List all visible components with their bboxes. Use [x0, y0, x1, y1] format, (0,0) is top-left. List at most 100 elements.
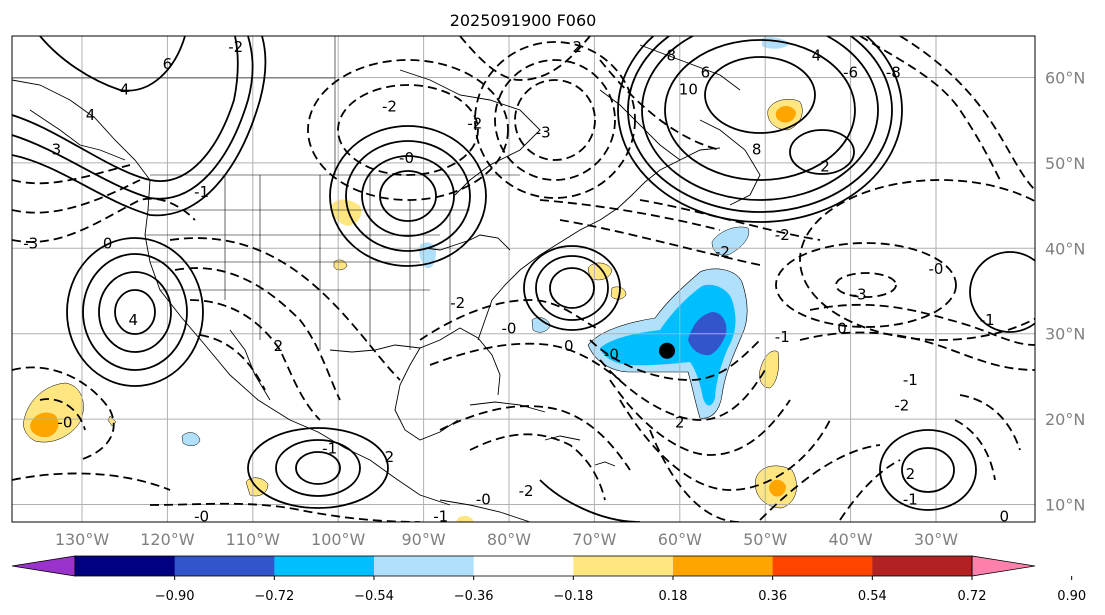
contour-label: -0: [502, 320, 517, 338]
colorbar-tick-label: −0.36: [454, 589, 494, 604]
contour-label: 2: [274, 337, 284, 355]
colorbar-tick-label: −0.54: [354, 589, 394, 604]
longitude-label: 120°W: [140, 530, 195, 549]
contour-label: -1: [903, 491, 918, 509]
contour-label: -0: [399, 149, 414, 167]
contour-label: 0: [1000, 508, 1010, 526]
latitude-label: 20°N: [1045, 410, 1085, 429]
anomaly-patch-atlantic-yellow-2: [610, 286, 627, 300]
colorbar-tick-label: 0.72: [958, 589, 987, 604]
colorbar-segment: [174, 556, 275, 576]
longitude-label: 110°W: [226, 530, 281, 549]
colorbar-tick-label: −0.90: [155, 589, 195, 604]
colorbar-segment: [673, 556, 774, 576]
contour-label: 0: [103, 234, 113, 252]
contour-label: 8: [752, 140, 762, 158]
colorbar-segment: [274, 556, 375, 576]
colorbar-tick-label: −0.72: [254, 589, 294, 604]
contour-label: 10: [679, 81, 698, 99]
colorbar-tick-labels: −0.90 −0.72 −0.54 −0.36 −0.18 0.18 0.36 0.54 0.7…: [155, 576, 1086, 604]
contour-label: 2: [675, 414, 685, 432]
latitude-label: 30°N: [1045, 325, 1085, 344]
contour-label: 6: [701, 64, 711, 82]
contour-label: -3: [536, 123, 551, 141]
contour-label: 8: [666, 46, 676, 64]
colorbar-tick-label: 0.36: [758, 589, 787, 604]
contour-label: 3: [52, 140, 62, 158]
contour-label: -0: [476, 491, 491, 509]
contour-label: 2: [385, 448, 395, 466]
contour-lines: [12, 36, 1035, 522]
colorbar-extend-low: [11, 555, 76, 577]
colorbar-tick-label: 0.54: [858, 589, 887, 604]
contour-label: 2: [573, 38, 583, 56]
contour-label: 2: [820, 157, 830, 175]
contour-label: -8: [886, 64, 901, 82]
contour-label: -2: [894, 397, 909, 415]
longitude-labels: 130°W 120°W 110°W 100°W 90°W 80°W 70°W 60°W 50°W…: [55, 530, 958, 549]
colorbar-segment: [573, 556, 674, 576]
longitude-label: 30°W: [914, 530, 958, 549]
contour-label: -2: [775, 226, 790, 244]
colorbar-segment: [374, 556, 475, 576]
contour-lines-dashed: [12, 36, 1035, 522]
contour-label: -0: [194, 508, 209, 526]
longitude-label: 130°W: [55, 530, 110, 549]
colorbar-frame: [74, 555, 973, 577]
colorbar-tick-label: 0.90: [1057, 589, 1086, 604]
anomaly-patch-atlantic-yellow-3: [759, 350, 779, 389]
colorbar-segment: [772, 556, 873, 576]
contour-label: -2: [228, 38, 243, 56]
contour-label: -3: [23, 234, 38, 252]
colorbar-segment: [75, 556, 176, 576]
colorbar-tick-label: −0.18: [553, 589, 593, 604]
contour-label: 0: [564, 337, 574, 355]
map-frame: [11, 35, 1036, 523]
contour-label: -1: [980, 311, 995, 329]
contour-label: -0: [604, 345, 619, 363]
contour-label: -2: [715, 243, 730, 261]
contour-label: 2: [906, 465, 916, 483]
contour-label: 4: [86, 106, 96, 124]
latitude-label: 10°N: [1045, 496, 1085, 515]
longitude-label: 80°W: [487, 530, 531, 549]
longitude-label: 40°W: [829, 530, 873, 549]
latitude-label: 60°N: [1045, 69, 1085, 88]
contour-label: 4: [120, 81, 130, 99]
longitude-label: 100°W: [311, 530, 366, 549]
contour-label: -1: [322, 439, 337, 457]
contour-label: -0: [57, 414, 72, 432]
anomaly-patch-plains-yellow: [331, 199, 362, 226]
contour-label: -1: [903, 371, 918, 389]
latitude-label: 50°N: [1045, 154, 1085, 173]
contour-label: 0: [837, 320, 847, 338]
political-borders: [12, 36, 520, 350]
contour-label: -2: [519, 482, 534, 500]
contour-label: -2: [382, 98, 397, 116]
colorbar-segment: [473, 556, 574, 576]
contour-label: -3: [852, 286, 867, 304]
colorbar-extend-high: [971, 555, 1036, 577]
anomaly-patch-small-yellow-2: [456, 515, 474, 522]
contour-label: -2: [450, 294, 465, 312]
contour-label: -0: [929, 260, 944, 278]
longitude-label: 60°W: [658, 530, 702, 549]
latitude-label: 40°N: [1045, 239, 1085, 258]
colorbar-segment: [872, 556, 973, 576]
longitude-label: 70°W: [572, 530, 616, 549]
anomaly-patch-mx-light-blue: [181, 432, 201, 446]
longitude-label: 50°W: [743, 530, 787, 549]
longitude-label: 90°W: [402, 530, 446, 549]
contour-label: -6: [843, 64, 858, 82]
contour-label: -1: [194, 183, 209, 201]
colorbar-tick-label: 0.18: [659, 589, 688, 604]
anomaly-patch-labrador-orange: [775, 106, 796, 123]
contour-label: -2: [467, 115, 482, 133]
contour-label: 4: [128, 311, 138, 329]
anomaly-patch-tropic-orange: [769, 479, 786, 497]
contour-label: 6: [163, 55, 173, 73]
latitude-labels: 60°N 50°N 40°N 30°N 20°N 10°N: [1045, 69, 1085, 515]
